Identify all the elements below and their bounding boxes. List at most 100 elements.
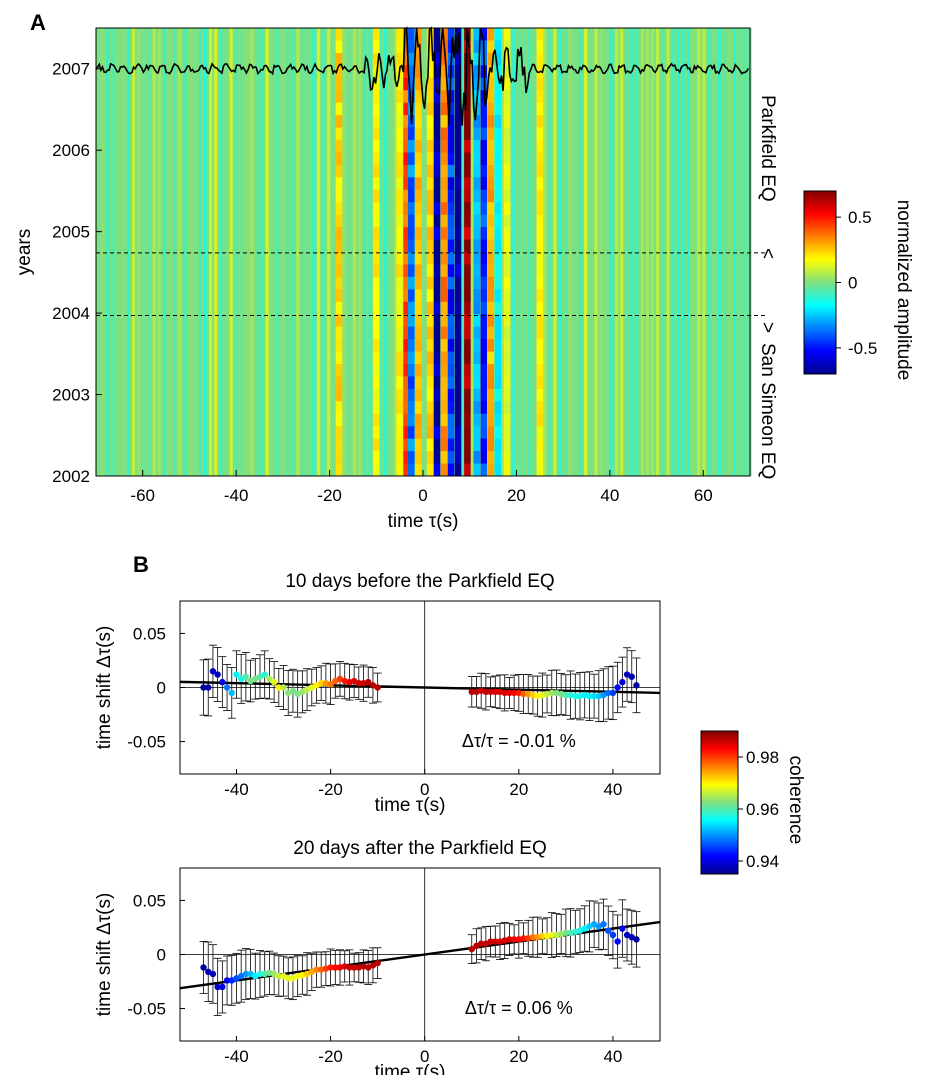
- heatmap-band-segment: [335, 339, 343, 353]
- heatmap-band-segment: [536, 152, 544, 166]
- heatmap-band-segment: [396, 28, 403, 41]
- before-point: [275, 684, 283, 691]
- heatmap-band-segment: [487, 52, 495, 66]
- heatmap-band-segment: [447, 177, 455, 191]
- heatmap-band-segment: [373, 52, 380, 66]
- heatmap-band-segment: [536, 264, 544, 278]
- heatmap-band-segment: [426, 289, 434, 303]
- before-point: [233, 671, 240, 678]
- heatmap-band-segment: [536, 189, 544, 203]
- heatmap-band-segment: [487, 214, 495, 228]
- heatmap-band-segment: [536, 227, 544, 241]
- heatmap-band-segment: [373, 28, 380, 41]
- heatmap-stripe: [717, 28, 721, 476]
- heatmap-band-segment: [396, 326, 403, 340]
- heatmap-band-segment: [536, 177, 544, 191]
- after-point: [529, 934, 537, 941]
- heatmap-band-segment: [454, 77, 462, 91]
- heatmap-band-segment: [426, 413, 434, 427]
- heatmap-band-segment: [440, 77, 448, 91]
- heatmap-band-segment: [403, 127, 410, 141]
- after-xlabel: time τ(s): [375, 1062, 446, 1075]
- heatmap-band-segment: [473, 413, 480, 427]
- heatmap-band-segment: [408, 289, 415, 303]
- heatmap-stripe: [589, 28, 593, 476]
- after-x-tick-label: -40: [224, 1047, 249, 1066]
- heatmap-band-segment: [464, 52, 471, 66]
- heatmap-band-segment: [408, 214, 415, 228]
- heatmap-band-segment: [454, 28, 462, 41]
- heatmap-band-segment: [447, 301, 455, 315]
- heatmap-band-segment: [433, 40, 441, 54]
- heatmap-band-segment: [480, 264, 487, 278]
- heatmap-band-segment: [494, 202, 502, 216]
- heatmap-band-segment: [373, 77, 380, 91]
- heatmap-band-segment: [473, 276, 480, 290]
- heatmap-band-segment: [473, 438, 480, 452]
- heatmap-band-segment: [403, 239, 410, 253]
- after-point: [633, 936, 640, 943]
- heatmap-band-segment: [464, 326, 471, 340]
- heatmap-band-segment: [433, 401, 441, 415]
- heatmap-band-segment: [503, 339, 511, 353]
- heatmap-stripe: [738, 28, 742, 476]
- heatmap-band-segment: [487, 164, 495, 178]
- heatmap-band-segment: [454, 364, 462, 377]
- heatmap-band-segment: [454, 252, 462, 265]
- heatmap-band-segment: [480, 276, 487, 290]
- after-point: [609, 931, 617, 939]
- before-point: [270, 678, 278, 686]
- colorbar-tick-label: 0.5: [848, 208, 872, 227]
- heatmap-stripe: [666, 28, 670, 476]
- heatmap-band-segment: [440, 351, 448, 365]
- heatmap-stripe: [388, 28, 392, 476]
- heatmap-band-segment: [454, 102, 462, 116]
- heatmap-band-segment: [480, 388, 487, 402]
- heatmap-band-segment: [396, 252, 403, 265]
- heatmap-band-segment: [373, 214, 380, 228]
- heatmap-band-segment: [487, 115, 495, 129]
- heatmap-band-segment: [373, 239, 380, 253]
- heatmap-stripe: [728, 28, 732, 476]
- heatmap-band-segment: [415, 164, 422, 178]
- after-point: [605, 927, 612, 934]
- before-point: [289, 687, 297, 694]
- heatmap-band-segment: [473, 314, 480, 328]
- heatmap-band-segment: [335, 401, 343, 415]
- heatmap-band-segment: [494, 177, 502, 191]
- after-point: [346, 964, 353, 971]
- heatmap-stripe: [332, 28, 336, 476]
- heatmap-band-segment: [403, 102, 410, 116]
- heatmap-band-segment: [487, 463, 495, 477]
- heatmap-band-segment: [415, 214, 422, 228]
- heatmap-band-segment: [440, 65, 448, 79]
- x-tick-label: 60: [694, 486, 713, 505]
- after-point: [313, 966, 320, 973]
- panel-a-letter: A: [30, 10, 46, 35]
- heatmap-band-segment: [487, 264, 495, 278]
- heatmap-band-segment: [335, 351, 343, 365]
- heatmap-band-segment: [440, 177, 448, 191]
- heatmap-band-segment: [335, 40, 343, 54]
- heatmap-band-segment: [447, 276, 455, 290]
- heatmap-band-segment: [536, 90, 544, 104]
- heatmap-band-segment: [440, 252, 448, 265]
- heatmap-band-segment: [494, 127, 502, 141]
- heatmap-band-segment: [403, 140, 410, 153]
- heatmap-band-segment: [487, 90, 495, 104]
- after-point: [200, 964, 207, 971]
- before-y-tick-label: -0.05: [127, 733, 166, 752]
- heatmap-band-segment: [447, 202, 455, 216]
- heatmap-band-segment: [396, 276, 403, 290]
- after-x-tick-label: 0: [420, 1047, 429, 1066]
- heatmap-band-segment: [494, 102, 502, 116]
- heatmap-band-segment: [396, 301, 403, 315]
- heatmap-band-segment: [440, 426, 448, 440]
- heatmap-band-segment: [415, 339, 422, 353]
- heatmap-band-segment: [536, 388, 544, 402]
- heatmap-stripe: [553, 28, 557, 476]
- heatmap-band-segment: [494, 364, 502, 377]
- heatmap-band-segment: [440, 276, 448, 290]
- heatmap-band-segment: [494, 264, 502, 278]
- heatmap-band-segment: [464, 127, 471, 141]
